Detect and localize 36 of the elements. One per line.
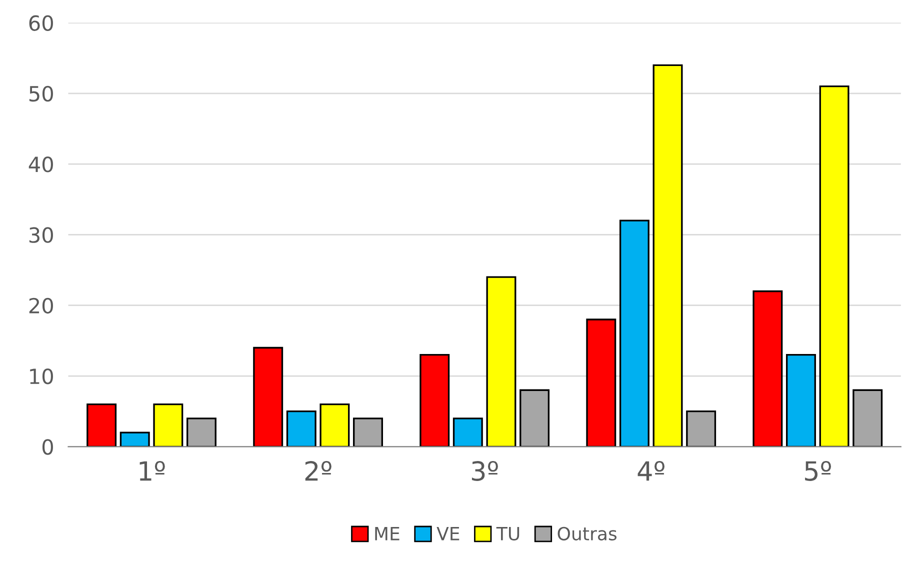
bar xyxy=(86,403,117,447)
bar xyxy=(353,418,383,447)
bar xyxy=(619,220,650,447)
bar xyxy=(120,432,150,447)
bar xyxy=(153,403,184,447)
y-tick-label: 60 xyxy=(29,15,53,31)
x-tick-label: 2º xyxy=(305,461,332,481)
bar xyxy=(286,410,316,447)
bar xyxy=(652,64,683,447)
x-tick-label: 5º xyxy=(805,461,831,481)
bar xyxy=(253,346,284,447)
bar xyxy=(320,403,350,447)
x-tick-label: 4º xyxy=(638,461,664,481)
legend-label: Outras xyxy=(558,526,617,540)
bar xyxy=(586,318,616,447)
y-tick-label: 10 xyxy=(30,368,53,384)
bar xyxy=(852,389,883,447)
bar xyxy=(186,418,216,447)
y-tick-label: 0 xyxy=(42,439,53,455)
y-tick-label: 40 xyxy=(28,156,53,172)
bar xyxy=(452,418,483,447)
bar xyxy=(686,410,716,447)
bar xyxy=(486,276,516,447)
legend-label: TU xyxy=(496,527,520,540)
bar xyxy=(819,86,850,447)
bar xyxy=(420,354,450,447)
bar xyxy=(786,354,816,447)
y-tick-label: 30 xyxy=(29,227,53,243)
x-tick-label: 3º xyxy=(472,461,498,481)
legend-label: ME xyxy=(375,527,400,540)
y-tick-label: 20 xyxy=(29,298,53,314)
bar xyxy=(752,290,783,447)
x-tick-label: 1º xyxy=(140,461,165,481)
bar xyxy=(520,389,550,447)
y-tick-label: 50 xyxy=(29,86,53,102)
legend-label: VE xyxy=(436,527,460,540)
